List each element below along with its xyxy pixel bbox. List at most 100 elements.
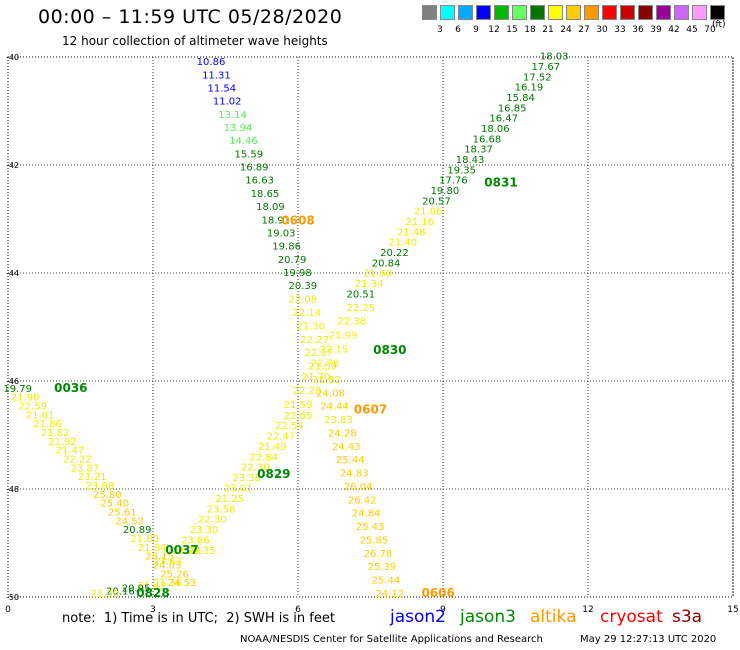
data-label: 22.27 <box>300 335 329 346</box>
data-label: 19.80 <box>431 186 460 197</box>
data-label: 22.54 <box>275 421 304 432</box>
data-label: 25.40 <box>100 499 129 510</box>
data-label: 25.39 <box>368 562 397 573</box>
data-label: 21.40 <box>389 238 418 249</box>
data-label: 26.04 <box>344 482 373 493</box>
data-label: 18.37 <box>464 145 493 156</box>
data-label: 16.63 <box>245 176 274 187</box>
data-label: 24.28 <box>328 428 357 439</box>
color-scale-label: 12 <box>488 25 500 35</box>
data-label: 21.82 <box>312 375 341 386</box>
data-label: 22.35 <box>187 546 216 557</box>
data-label: 23.63 <box>153 557 182 568</box>
data-label: 22.47 <box>267 432 296 443</box>
color-swatch <box>566 5 581 20</box>
data-label: 26.42 <box>348 495 377 506</box>
data-label: 24.84 <box>352 509 381 520</box>
data-label: 18.06 <box>481 124 510 135</box>
color-scale-label: 30 <box>596 25 608 35</box>
data-label: 18.03 <box>540 52 569 63</box>
data-label: 24.12 <box>376 589 405 600</box>
data-label: 22.14 <box>292 308 321 319</box>
y-tick-label: -46 <box>6 377 19 386</box>
timestamp-text: May 29 12:27:13 UTC 2020 <box>580 634 717 645</box>
data-label: 19.03 <box>267 228 296 239</box>
data-label: 25.85 <box>360 535 389 546</box>
data-label: 21.01 <box>26 410 55 421</box>
y-tick-label: -42 <box>6 161 19 170</box>
data-label: 22.38 <box>338 317 367 328</box>
color-swatch <box>458 5 473 20</box>
satellite-legend-item: jason3 <box>460 607 516 627</box>
data-label: 22.84 <box>249 452 278 463</box>
data-label: 21.49 <box>258 442 287 453</box>
data-label: 10.86 <box>197 57 226 68</box>
data-label: 24.44 <box>320 402 349 413</box>
x-tick-label: 0 <box>5 605 11 615</box>
data-label: 25.43 <box>356 522 385 533</box>
data-label: 22.65 <box>284 411 313 422</box>
x-tick-label: 3 <box>150 605 156 615</box>
data-label: 14.46 <box>229 136 258 147</box>
data-label: 18.09 <box>256 202 285 213</box>
color-scale-label: 9 <box>473 25 479 35</box>
color-scale-label: 27 <box>578 25 590 35</box>
track-time-label: 0828 <box>136 586 169 600</box>
data-label: 23.30 <box>190 525 219 536</box>
data-label: 21.47 <box>56 446 85 457</box>
data-label: 21.74 <box>173 546 202 557</box>
color-scale-unit: (ft) <box>712 20 726 30</box>
color-scale-label: 15 <box>506 25 518 35</box>
color-swatch <box>548 5 563 20</box>
color-swatch <box>692 5 707 20</box>
data-label: 25.44 <box>372 576 401 587</box>
data-label: 20.22 <box>380 248 409 259</box>
data-label: 20.51 <box>347 289 376 300</box>
data-label: 20.95 <box>122 584 151 595</box>
color-scale-label: 24 <box>560 25 572 35</box>
data-label: 23.86 <box>181 535 210 546</box>
color-swatch <box>494 5 509 20</box>
data-label: 23.58 <box>207 504 236 515</box>
color-swatch <box>638 5 653 20</box>
data-label: 21.82 <box>41 428 70 439</box>
color-scale-label: 21 <box>542 25 554 35</box>
data-label: 22.30 <box>198 515 227 526</box>
color-scale-label: 18 <box>524 25 536 35</box>
color-scale-label: 36 <box>632 25 644 35</box>
color-swatch <box>710 5 725 20</box>
footer-note: note: 1) Time is in UTC; 2) SWH is in fe… <box>62 611 335 626</box>
data-label: 24.83 <box>340 469 369 480</box>
data-label: 18.43 <box>456 155 485 166</box>
color-swatch <box>656 5 671 20</box>
data-label: 22.15 <box>320 344 349 355</box>
y-tick-label: -40 <box>6 53 19 62</box>
data-label: 23.21 <box>78 472 107 483</box>
data-label: 26.78 <box>364 549 393 560</box>
data-label: 15.59 <box>234 149 263 160</box>
data-label: 19.86 <box>272 242 301 253</box>
data-label: 22.30 <box>241 463 270 474</box>
color-scale-label: 3 <box>437 25 443 35</box>
data-label: 23.83 <box>324 415 353 426</box>
color-swatch <box>530 5 545 20</box>
color-swatch <box>620 5 635 20</box>
data-label: 21.60 <box>363 269 392 280</box>
data-label: 16.85 <box>498 103 527 114</box>
y-tick-label: -48 <box>6 485 19 494</box>
data-label: 17.76 <box>439 176 468 187</box>
x-tick-label: 6 <box>295 605 301 615</box>
data-label: 16.19 <box>515 83 544 94</box>
data-label: 20.57 <box>422 196 451 207</box>
track-time-label: 0830 <box>373 343 406 357</box>
data-label: 22.08 <box>289 295 318 306</box>
data-label: 24.03 <box>153 561 182 572</box>
color-scale-label: 45 <box>686 25 698 35</box>
data-label: 22.28 <box>293 386 322 397</box>
satellite-legend-item: cryosat <box>600 607 663 627</box>
data-label: 21.25 <box>215 494 244 505</box>
y-tick-label: -44 <box>6 269 19 278</box>
track-time-label: 0829 <box>257 467 290 481</box>
y-tick-label: -50 <box>6 593 19 602</box>
data-label: 19.79 <box>3 384 32 395</box>
